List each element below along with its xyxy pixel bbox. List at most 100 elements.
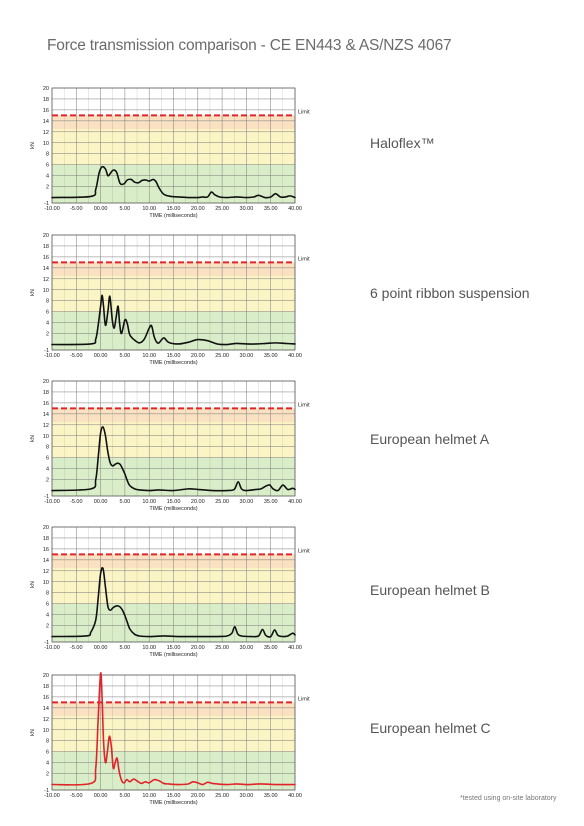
x-tick-label: 20.00: [191, 793, 205, 799]
y-tick-label: 8: [46, 591, 49, 597]
x-tick-label: 15.00: [167, 645, 181, 651]
chart-european-helmet-b: -1 2 4 6 8 10 12 14 16 18 20 -10.00 -5.00 00.00 5.00 10…: [20, 519, 320, 658]
x-tick-label: 00.00: [94, 206, 108, 212]
x-tick-label: 15.00: [167, 353, 181, 359]
y-tick-label: 14: [43, 706, 49, 712]
x-tick-label: 5.00: [120, 206, 131, 212]
force-curve: [51, 672, 296, 786]
chart-haloflex: -1 2 4 6 8 10 12 14 16 18 20 -10.00 -5.00 00.00 5.00 10…: [20, 80, 320, 219]
y-tick-label: 18: [43, 684, 49, 690]
x-tick-label: -10.00: [44, 353, 60, 359]
x-tick-label: -5.00: [70, 353, 83, 359]
y-axis-title: kN: [30, 581, 36, 588]
chart-label-european-helmet-b: European helmet B: [370, 582, 490, 598]
x-tick-label: -10.00: [44, 206, 60, 212]
x-tick-label: 25.00: [215, 793, 229, 799]
y-tick-label: 2: [46, 185, 49, 191]
x-tick-label: -10.00: [44, 645, 60, 651]
y-tick-label: 20: [43, 525, 49, 531]
force-curve: [51, 566, 296, 638]
y-tick-label: -1: [44, 788, 49, 794]
y-tick-label: 20: [43, 673, 49, 679]
x-tick-label: 20.00: [191, 206, 205, 212]
y-tick-label: 10: [43, 728, 49, 734]
y-tick-label: 2: [46, 772, 49, 778]
x-tick-label: 5.00: [120, 645, 131, 651]
chart-svg: -1 2 4 6 8 10 12 14 16 18 20 -10.00 -5.00 00.00 5.00 10…: [30, 86, 310, 219]
limit-label: Limit: [298, 696, 310, 702]
y-tick-label: 6: [46, 456, 49, 462]
chart-ribbon-suspension: -1 2 4 6 8 10 12 14 16 18 20 -10.00 -5.00 00.00 5.00 10…: [20, 227, 320, 366]
y-tick-label: 4: [46, 613, 49, 619]
y-tick-label: 18: [43, 97, 49, 103]
plot-frame: [51, 234, 296, 351]
x-tick-label: -5.00: [70, 206, 83, 212]
plot-frame: [51, 87, 296, 204]
x-axis-title: TIME (milliseconds): [149, 652, 197, 658]
y-tick-label: -1: [44, 640, 49, 646]
x-tick-label: 00.00: [94, 645, 108, 651]
y-tick-label: 16: [43, 547, 49, 553]
y-tick-label: 10: [43, 434, 49, 440]
y-tick-label: 8: [46, 739, 49, 745]
y-tick-label: 12: [43, 569, 49, 575]
x-tick-label: 35.00: [264, 499, 278, 505]
y-tick-label: 14: [43, 558, 49, 564]
force-curve: [51, 165, 296, 199]
y-tick-label: 16: [43, 401, 49, 407]
x-tick-label: 30.00: [240, 793, 254, 799]
limit-label: Limit: [298, 402, 310, 408]
y-tick-label: 14: [43, 119, 49, 125]
chart-svg: -1 2 4 6 8 10 12 14 16 18 20 -10.00 -5.00 00.00 5.00 10…: [30, 233, 310, 366]
y-tick-label: 6: [46, 310, 49, 316]
y-axis-title: kN: [30, 289, 36, 296]
x-tick-label: 20.00: [191, 353, 205, 359]
x-tick-label: 10.00: [142, 206, 156, 212]
plot-frame: [51, 526, 296, 643]
y-tick-label: 16: [43, 108, 49, 114]
x-tick-label: 25.00: [215, 353, 229, 359]
plot-frame: [51, 380, 296, 497]
x-tick-label: 35.00: [264, 645, 278, 651]
chart-svg: -1 2 4 6 8 10 12 14 16 18 20 -10.00 -5.00 00.00 5.00 10…: [30, 379, 310, 512]
y-tick-label: 20: [43, 379, 49, 385]
x-tick-label: 30.00: [240, 499, 254, 505]
y-tick-label: -1: [44, 201, 49, 207]
x-tick-label: -10.00: [44, 499, 60, 505]
y-tick-label: 6: [46, 163, 49, 169]
x-tick-label: 10.00: [142, 499, 156, 505]
y-tick-label: 14: [43, 266, 49, 272]
x-tick-label: 25.00: [215, 499, 229, 505]
y-tick-label: 16: [43, 695, 49, 701]
y-tick-label: 18: [43, 536, 49, 542]
chart-label-haloflex: Haloflex™: [370, 135, 435, 151]
y-tick-label: 10: [43, 288, 49, 294]
y-tick-label: 8: [46, 445, 49, 451]
y-tick-label: 18: [43, 244, 49, 250]
y-tick-label: 2: [46, 332, 49, 338]
chart-european-helmet-c: -1 2 4 6 8 10 12 14 16 18 20 -10.00 -5.00 00.00 5.00 10…: [20, 667, 320, 806]
y-axis-title: kN: [30, 435, 36, 442]
y-tick-label: -1: [44, 494, 49, 500]
x-axis-title: TIME (milliseconds): [149, 800, 197, 806]
x-tick-label: 15.00: [167, 793, 181, 799]
y-tick-label: 12: [43, 130, 49, 136]
x-tick-label: 40.00: [288, 793, 302, 799]
x-tick-label: 40.00: [288, 499, 302, 505]
y-axis-title: kN: [30, 142, 36, 149]
x-tick-label: -5.00: [70, 793, 83, 799]
y-tick-label: 4: [46, 467, 49, 473]
y-tick-label: 20: [43, 86, 49, 92]
chart-label-european-helmet-a: European helmet A: [370, 431, 490, 447]
page-title: Force transmission comparison - CE EN443…: [47, 37, 452, 54]
y-tick-label: 20: [43, 233, 49, 239]
chart-european-helmet-a: -1 2 4 6 8 10 12 14 16 18 20 -10.00 -5.00 00.00 5.00 10…: [20, 373, 320, 512]
x-tick-label: 5.00: [120, 499, 131, 505]
x-axis-title: TIME (milliseconds): [149, 506, 197, 512]
y-tick-label: 18: [43, 390, 49, 396]
y-tick-label: 14: [43, 412, 49, 418]
y-tick-label: 6: [46, 750, 49, 756]
chart-svg: -1 2 4 6 8 10 12 14 16 18 20 -10.00 -5.00 00.00 5.00 10…: [30, 525, 310, 658]
x-tick-label: 40.00: [288, 645, 302, 651]
y-tick-label: 6: [46, 602, 49, 608]
